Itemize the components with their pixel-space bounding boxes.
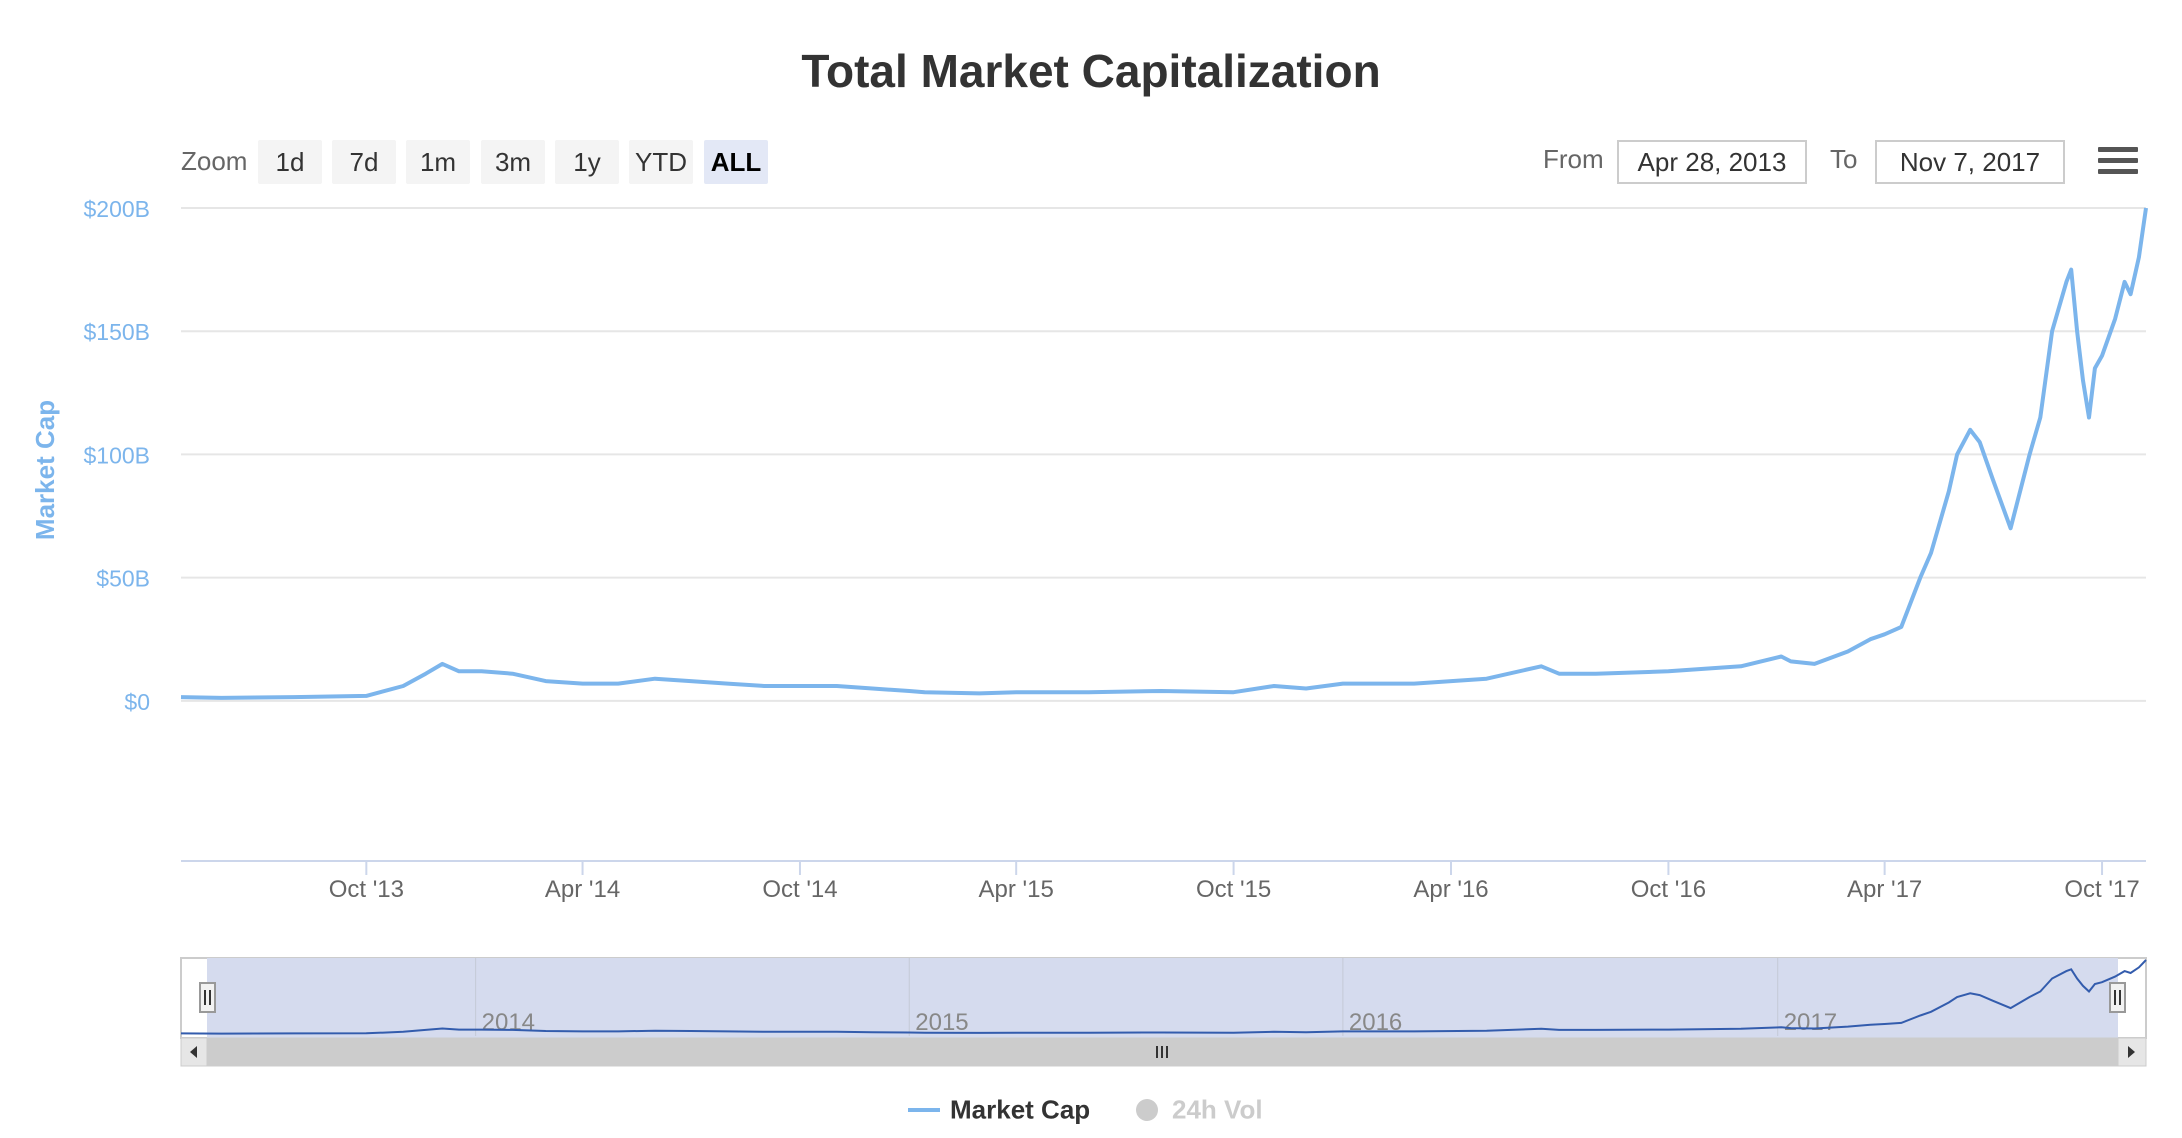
legend-line-icon	[908, 1108, 940, 1113]
market-cap-series-line	[180, 207, 2148, 700]
y-tick-label: $50B	[96, 566, 150, 592]
x-tick-label: Apr '16	[1413, 876, 1488, 903]
navigator-right-handle[interactable]	[2109, 982, 2126, 1013]
navigator-left-handle[interactable]	[199, 982, 216, 1013]
zoom-1y-button[interactable]: 1y	[555, 140, 619, 184]
navigator-year-label: 2015	[915, 1009, 968, 1036]
navigator-year-label: 2017	[1784, 1009, 1837, 1036]
zoom-1d-button[interactable]: 1d	[258, 140, 322, 184]
scroll-left-button[interactable]	[180, 1037, 208, 1067]
x-tick-label: Oct '15	[1196, 876, 1271, 903]
x-axis-ticks: Oct '13 Apr '14 Oct '14 Apr '15 Oct '15 Apr '…	[329, 861, 2140, 903]
navigator-selection[interactable]	[207, 958, 2118, 1038]
grid-lines	[181, 207, 2146, 702]
x-tick-label: Oct '16	[1631, 876, 1706, 903]
legend-label-market-cap: Market Cap	[950, 1094, 1091, 1125]
to-date-input[interactable]: Nov 7, 2017	[1875, 140, 2065, 184]
y-tick-label: $150B	[83, 319, 150, 345]
y-axis-ticks: $0 $50B $100B $150B $200B	[83, 196, 150, 715]
y-axis-title: Market Cap	[30, 400, 60, 540]
legend-label-24h-vol: 24h Vol	[1172, 1094, 1263, 1125]
arrow-right-icon	[2128, 1046, 2135, 1058]
chart-title: Total Market Capitalization	[801, 45, 1381, 97]
legend-item-24h-vol[interactable]: 24h Vol	[1136, 1093, 1263, 1126]
legend-circle-icon	[1136, 1099, 1158, 1122]
from-date-input[interactable]: Apr 28, 2013	[1617, 140, 1807, 184]
x-tick-label: Oct '13	[329, 876, 404, 903]
scrollbar-thumb-grip-icon	[1156, 1046, 1168, 1058]
zoom-ytd-button[interactable]: YTD	[629, 140, 693, 184]
scroll-right-button[interactable]	[2117, 1037, 2147, 1067]
arrow-left-icon	[190, 1046, 197, 1058]
x-tick-label: Apr '14	[545, 876, 620, 903]
y-tick-label: $0	[124, 689, 150, 715]
x-tick-label: Oct '14	[762, 876, 837, 903]
x-tick-label: Apr '17	[1847, 876, 1922, 903]
to-label: To	[1830, 144, 1858, 174]
zoom-1m-button[interactable]: 1m	[406, 140, 470, 184]
from-label: From	[1543, 144, 1604, 174]
navigator-year-label: 2014	[482, 1009, 535, 1036]
zoom-3m-button[interactable]: 3m	[481, 140, 545, 184]
zoom-label: Zoom	[181, 146, 248, 176]
zoom-7d-button[interactable]: 7d	[332, 140, 396, 184]
y-tick-label: $200B	[83, 196, 150, 222]
legend-item-market-cap[interactable]: Market Cap	[908, 1093, 1090, 1126]
x-tick-label: Apr '15	[979, 876, 1054, 903]
y-tick-label: $100B	[83, 442, 150, 468]
hamburger-menu-icon[interactable]	[2098, 147, 2138, 179]
navigator-series-line	[180, 959, 2147, 1035]
x-tick-label: Oct '17	[2064, 876, 2139, 903]
zoom-all-button[interactable]: ALL	[704, 140, 768, 184]
